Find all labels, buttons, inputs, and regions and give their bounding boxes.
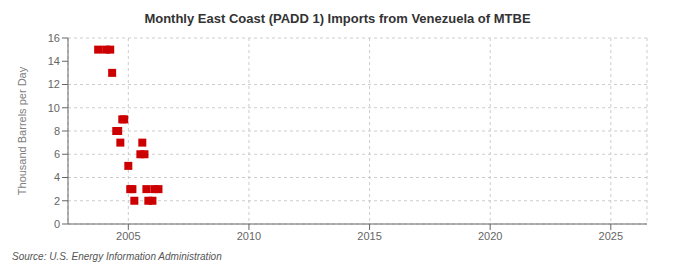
svg-text:0: 0	[54, 218, 60, 230]
svg-text:2020: 2020	[478, 230, 502, 242]
svg-text:10: 10	[48, 102, 60, 114]
svg-text:14: 14	[48, 55, 60, 67]
svg-text:2: 2	[54, 195, 60, 207]
svg-text:2005: 2005	[116, 230, 140, 242]
svg-text:2015: 2015	[357, 230, 381, 242]
svg-text:2025: 2025	[599, 230, 623, 242]
svg-text:16: 16	[48, 32, 60, 44]
svg-text:12: 12	[48, 78, 60, 90]
svg-text:2010: 2010	[237, 230, 261, 242]
svg-text:6: 6	[54, 148, 60, 160]
svg-text:Thousand Barrels per Day: Thousand Barrels per Day	[16, 66, 28, 195]
html-text:Monthly East Coast (PADD 1) Im: Monthly East Coast (PADD 1) Imports from…	[144, 11, 531, 26]
svg-text:4: 4	[54, 171, 60, 183]
svg-text:8: 8	[54, 125, 60, 137]
html-text:Source: U.S. Energy Informatio: Source: U.S. Energy Information Administ…	[12, 251, 222, 262]
